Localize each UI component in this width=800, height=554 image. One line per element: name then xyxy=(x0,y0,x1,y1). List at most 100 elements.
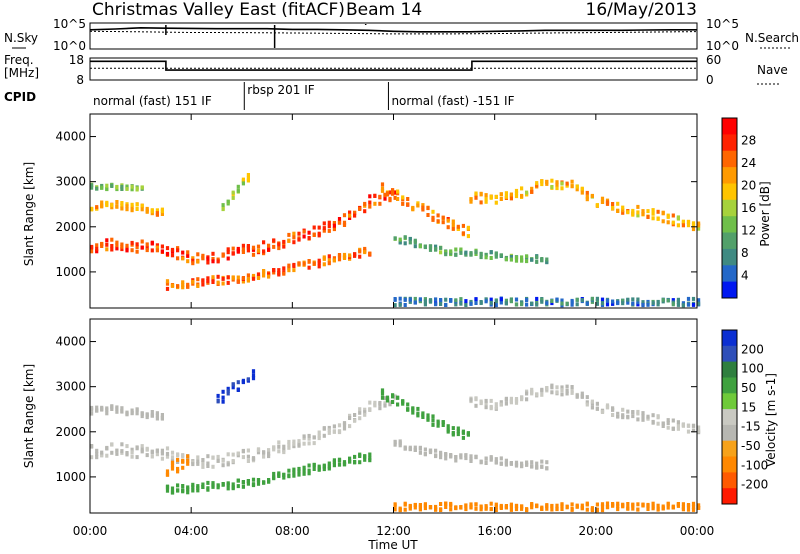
heatmap-cell-b6 xyxy=(514,397,519,401)
heatmap-cell-b0 xyxy=(327,220,331,225)
heatmap-cell-b3 xyxy=(236,279,240,284)
heatmap-cell-b2 xyxy=(292,473,296,478)
heatmap-cell-b6 xyxy=(651,413,655,418)
heatmap-cell-b7 xyxy=(474,250,478,255)
heatmap-cell-b3 xyxy=(287,265,291,270)
heatmap-cell-b1 xyxy=(95,408,99,413)
heatmap-cell-b8 xyxy=(413,296,417,301)
heatmap-cell-b7 xyxy=(408,445,412,450)
power-colorbar-group: 4 8 12 16 20 24 28 xyxy=(721,117,756,299)
heatmap-cell-b0 xyxy=(267,243,271,248)
heatmap-cell-b5 xyxy=(380,182,385,187)
heatmap-cell-b3 xyxy=(327,258,331,263)
heatmap-cell-b1 xyxy=(90,411,94,416)
heatmap-cell-b0 xyxy=(95,452,99,456)
heatmap-cell-b6 xyxy=(530,391,534,396)
nsky-series-line-1 xyxy=(89,30,698,35)
heatmap-cell-b8 xyxy=(439,298,443,302)
heatmap-cell-b0 xyxy=(125,243,129,248)
heatmap-cell-b0 xyxy=(241,247,245,252)
heatmap-cell-b8 xyxy=(697,301,701,306)
heatmap-cell-b0 xyxy=(100,450,104,455)
heatmap-cell-b0 xyxy=(368,200,372,205)
heatmap-cell-b0 xyxy=(170,450,175,455)
heatmap-cell-b8 xyxy=(423,506,427,511)
heatmap-cell-b7 xyxy=(484,253,488,257)
heatmap-cell-b6 xyxy=(504,191,508,196)
power-colorbar-swatch xyxy=(722,118,737,135)
heatmap-cell-b0 xyxy=(383,403,387,408)
heatmap-cell-b7 xyxy=(439,245,443,250)
heatmap-cell-b5 xyxy=(380,395,385,400)
heatmap-cell-b8 xyxy=(504,504,508,508)
heatmap-cell-b8 xyxy=(636,507,640,512)
heatmap-cell-b3 xyxy=(277,271,281,275)
freq-tick-bottom: 8 xyxy=(76,73,84,87)
heatmap-cell-b0 xyxy=(211,257,215,261)
heatmap-cell-b0 xyxy=(282,239,286,244)
heatmap-cell-b0 xyxy=(165,454,170,459)
heatmap-cell-b6 xyxy=(565,384,569,389)
heatmap-cell-b8 xyxy=(600,504,605,509)
heatmap-cell-b1 xyxy=(100,406,104,411)
heatmap-cell-b0 xyxy=(312,441,316,446)
heatmap-cell-b8 xyxy=(605,302,610,307)
heatmap-cell-b0 xyxy=(150,240,154,245)
heatmap-cell-b6 xyxy=(469,397,473,402)
heatmap-cell-b8 xyxy=(580,298,584,303)
beam-label: Beam 14 xyxy=(346,0,422,20)
heatmap-cell-b6 xyxy=(469,199,473,204)
heatmap-cell-b8 xyxy=(555,297,559,302)
heatmap-cell-b0 xyxy=(327,224,331,229)
heatmap-cell-b5 xyxy=(446,427,450,432)
heatmap-cell-b6 xyxy=(585,194,589,199)
heatmap-cell-b0 xyxy=(292,231,296,236)
heatmap-cell-b3 xyxy=(251,373,256,378)
heatmap-cell-b1 xyxy=(135,407,139,412)
heatmap-cell-b6 xyxy=(666,418,670,423)
heatmap-cell-b7 xyxy=(464,252,468,257)
heatmap-cell-b7 xyxy=(408,240,412,245)
heatmap-cell-b2 xyxy=(176,488,180,493)
heatmap-cell-b8 xyxy=(656,300,660,304)
heatmap-cell-b3 xyxy=(251,369,256,374)
heatmap-cell-b1 xyxy=(160,212,164,216)
heatmap-cell-b6 xyxy=(570,388,574,393)
heatmap-cell-b8 xyxy=(676,302,680,307)
heatmap-cell-b0 xyxy=(256,244,261,249)
heatmap-cell-b8 xyxy=(393,507,397,512)
heatmap-cell-b3 xyxy=(170,283,175,288)
heatmap-cell-b8 xyxy=(439,502,443,506)
heatmap-cell-b2 xyxy=(246,479,250,484)
heatmap-cell-b7 xyxy=(509,254,513,259)
heatmap-cell-b2 xyxy=(226,486,230,491)
heatmap-cell-b4 xyxy=(231,195,235,200)
heatmap-cell-b6 xyxy=(550,178,554,183)
heatmap-cell-b8 xyxy=(641,300,645,305)
heatmap-cell-b6 xyxy=(661,211,665,216)
heatmap-cell-b6 xyxy=(520,186,524,191)
heatmap-cell-b7 xyxy=(494,457,498,462)
power-colorbar-swatch xyxy=(722,216,737,234)
heatmap-cell-b0 xyxy=(160,448,164,453)
heatmap-cell-b7 xyxy=(428,247,433,252)
heatmap-cell-b6 xyxy=(585,395,589,400)
heatmap-cell-b8 xyxy=(418,503,422,507)
heatmap-cell-b1 xyxy=(135,411,139,416)
heatmap-cell-b2 xyxy=(196,488,200,493)
heatmap-cell-b6 xyxy=(595,401,599,406)
heatmap-cell-b6 xyxy=(686,223,691,228)
heatmap-cell-b6 xyxy=(636,210,640,215)
heatmap-cell-b0 xyxy=(120,247,124,252)
heatmap-cell-b7 xyxy=(454,455,458,460)
heatmap-cell-b2 xyxy=(221,482,225,487)
heatmap-cell-b2 xyxy=(120,187,124,191)
heatmap-cell-b1 xyxy=(120,406,124,411)
heatmap-cell-b0 xyxy=(241,455,245,460)
power-colorbar-swatch xyxy=(722,134,737,152)
heatmap-cell-b6 xyxy=(676,223,680,228)
heatmap-cell-b8 xyxy=(474,301,478,305)
heatmap-cell-b2 xyxy=(95,186,99,191)
heatmap-cell-b8 xyxy=(454,298,458,303)
nave-tick-top: 60 xyxy=(706,53,721,67)
